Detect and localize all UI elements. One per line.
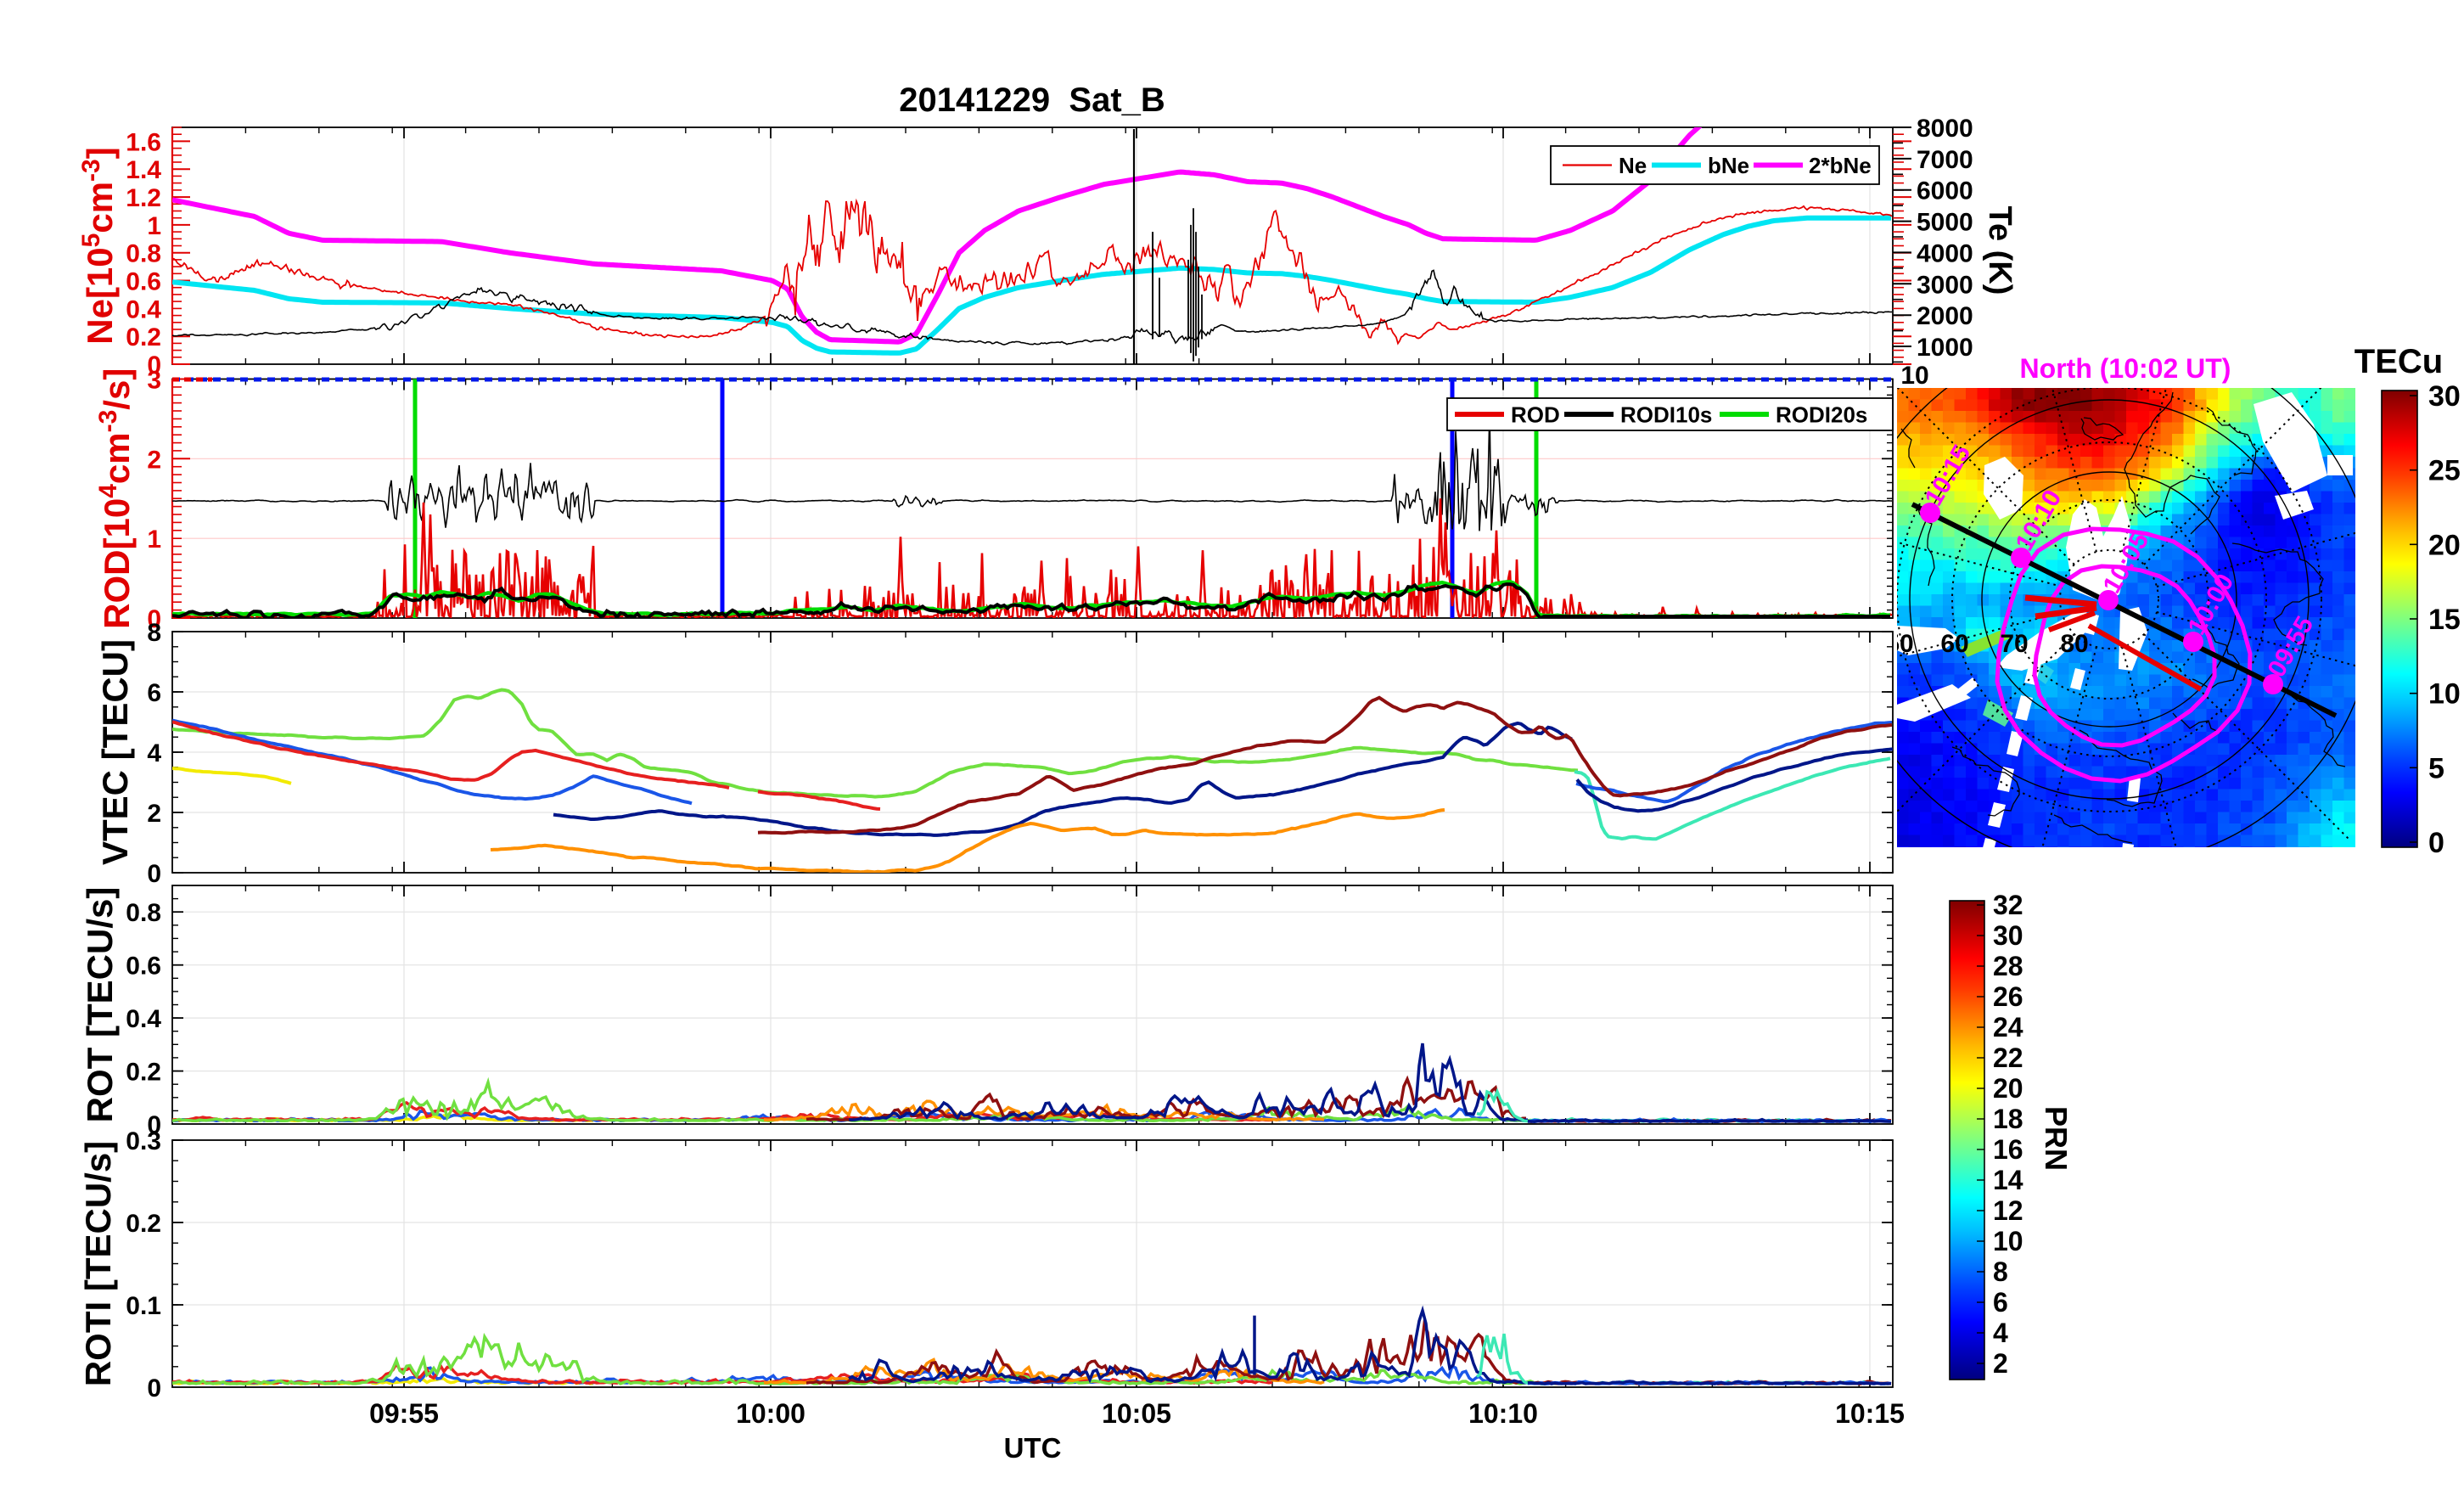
svg-text:6: 6 — [147, 679, 161, 707]
svg-text:4: 4 — [1993, 1318, 2008, 1348]
svg-text:10: 10 — [1900, 362, 1928, 390]
svg-text:50: 50 — [1885, 630, 1913, 658]
svg-text:2000: 2000 — [1917, 302, 1973, 330]
svg-text:1: 1 — [147, 525, 161, 554]
svg-text:ROD[104cm-3/s]: ROD[104cm-3/s] — [94, 368, 137, 629]
svg-text:20: 20 — [1993, 1073, 2023, 1104]
svg-text:18: 18 — [1993, 1104, 2023, 1134]
svg-text:2: 2 — [1993, 1348, 2008, 1379]
svg-text:09:55: 09:55 — [369, 1398, 439, 1429]
svg-text:5: 5 — [2428, 752, 2444, 784]
svg-text:ROD: ROD — [1511, 402, 1560, 428]
svg-text:0: 0 — [147, 860, 161, 888]
svg-text:2: 2 — [147, 446, 161, 474]
svg-text:TECu: TECu — [2355, 343, 2443, 380]
svg-text:70: 70 — [2000, 630, 2028, 658]
svg-text:2: 2 — [147, 800, 161, 828]
svg-text:20141229 Sat_B: 20141229 Sat_B — [899, 81, 1165, 119]
svg-text:0.6: 0.6 — [126, 268, 161, 296]
svg-text:1: 1 — [147, 212, 161, 240]
svg-text:60: 60 — [1940, 630, 1968, 658]
svg-text:North (10:02 UT): North (10:02 UT) — [2020, 353, 2231, 384]
svg-text:8000: 8000 — [1917, 115, 1973, 143]
svg-text:0.8: 0.8 — [126, 899, 161, 927]
svg-text:12: 12 — [1993, 1195, 2023, 1226]
svg-text:10:15: 10:15 — [1835, 1398, 1905, 1429]
svg-text:30: 30 — [2428, 380, 2461, 413]
svg-text:8: 8 — [147, 619, 161, 647]
svg-text:3: 3 — [147, 367, 161, 395]
svg-text:ROTI [TECU/s]: ROTI [TECU/s] — [78, 1141, 118, 1386]
svg-text:PRN: PRN — [2039, 1106, 2074, 1171]
svg-text:0: 0 — [2428, 827, 2444, 859]
svg-text:10:10: 10:10 — [1468, 1398, 1538, 1429]
svg-text:25: 25 — [2428, 455, 2461, 487]
svg-text:1.6: 1.6 — [126, 128, 161, 156]
svg-text:3000: 3000 — [1917, 271, 1973, 299]
svg-text:1000: 1000 — [1917, 334, 1973, 362]
svg-text:ROT [TECU/s]: ROT [TECU/s] — [80, 887, 120, 1123]
svg-text:bNe: bNe — [1708, 153, 1749, 178]
svg-text:6000: 6000 — [1917, 177, 1973, 205]
svg-text:0.6: 0.6 — [126, 953, 161, 981]
svg-text:80: 80 — [2060, 630, 2088, 658]
svg-text:7000: 7000 — [1917, 146, 1973, 174]
svg-text:10: 10 — [2428, 678, 2461, 711]
svg-text:RODI10s: RODI10s — [1620, 402, 1712, 428]
svg-text:Ne: Ne — [1619, 153, 1647, 178]
svg-text:UTC: UTC — [1004, 1432, 1062, 1464]
svg-text:1.4: 1.4 — [126, 156, 161, 184]
svg-text:32: 32 — [1993, 890, 2023, 920]
svg-text:30: 30 — [1993, 920, 2023, 951]
svg-text:20: 20 — [2428, 529, 2461, 561]
svg-text:0.2: 0.2 — [126, 1059, 161, 1087]
svg-text:4000: 4000 — [1917, 239, 1973, 267]
svg-text:4: 4 — [147, 739, 161, 767]
svg-text:0.4: 0.4 — [126, 1005, 161, 1033]
svg-text:15: 15 — [2428, 604, 2461, 636]
svg-text:1.2: 1.2 — [126, 184, 161, 212]
svg-text:0.1: 0.1 — [126, 1292, 161, 1320]
svg-text:5000: 5000 — [1917, 209, 1973, 237]
svg-text:0.3: 0.3 — [126, 1127, 161, 1155]
svg-text:8: 8 — [1993, 1256, 2008, 1287]
svg-text:0.2: 0.2 — [126, 1210, 161, 1238]
svg-text:10: 10 — [1993, 1226, 2023, 1256]
svg-text:0.4: 0.4 — [126, 295, 161, 323]
svg-text:0: 0 — [147, 1374, 161, 1402]
svg-text:0.8: 0.8 — [126, 240, 161, 268]
svg-text:6: 6 — [1993, 1287, 2008, 1318]
svg-text:24: 24 — [1993, 1012, 2023, 1043]
svg-text:14: 14 — [1993, 1165, 2023, 1195]
svg-text:0: 0 — [147, 605, 161, 633]
svg-text:2*bNe: 2*bNe — [1809, 153, 1872, 178]
svg-text:0.2: 0.2 — [126, 323, 161, 351]
svg-text:22: 22 — [1993, 1043, 2023, 1073]
svg-text:0: 0 — [147, 1111, 161, 1139]
svg-text:RODI20s: RODI20s — [1776, 402, 1867, 428]
svg-text:10:05: 10:05 — [1102, 1398, 1171, 1429]
svg-text:0: 0 — [147, 351, 161, 379]
svg-text:10:00: 10:00 — [736, 1398, 805, 1429]
svg-text:16: 16 — [1993, 1134, 2023, 1165]
svg-text:26: 26 — [1993, 981, 2023, 1012]
svg-text:Ne[105cm-3]: Ne[105cm-3] — [77, 147, 120, 344]
svg-text:28: 28 — [1993, 951, 2023, 981]
svg-text:VTEC [TECU]: VTEC [TECU] — [95, 639, 135, 865]
svg-text:Te (K): Te (K) — [1982, 206, 2018, 295]
